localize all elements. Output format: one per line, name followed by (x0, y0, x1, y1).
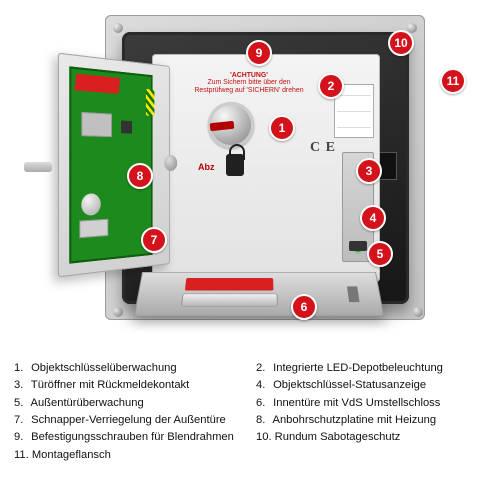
legend-item-number: 1. (14, 360, 28, 377)
legend-item-10: 10. Rundum Sabotageschutz (256, 429, 486, 446)
legend-item-6: 6. Innentüre mit VdS Umstellschloss (256, 395, 486, 412)
legend-item-8: 8. Anbohrschutzplatine mit Heizung (256, 412, 486, 429)
callout-badge-3: 3 (356, 158, 382, 184)
legend-item-4: 4. Objektschlüssel-Statusanzeige (256, 377, 486, 394)
abz-label: Abz (198, 162, 215, 172)
key-switch-icon (208, 102, 254, 148)
legend-item-text: Objektschlüssel-Statusanzeige (270, 379, 426, 391)
legend-item-text: Rundum Sabotageschutz (272, 431, 401, 443)
callout-badge-5: 5 (367, 241, 393, 267)
key-holder-icon (181, 293, 278, 306)
legend-item-number: 3. (14, 377, 28, 394)
legend-item-number: 2. (256, 360, 270, 377)
legend-item-text: Türöffner mit Rückmeldekontakt (28, 379, 189, 391)
legend-item-text: Befestigungsschrauben für Blendrahmen (28, 431, 234, 443)
legend-item-number: 11. (14, 447, 29, 464)
legend-item-number: 7. (14, 412, 28, 429)
callout-badge-8: 8 (127, 163, 153, 189)
callout-badge-4: 4 (360, 205, 386, 231)
chip-icon (121, 121, 132, 134)
callout-badge-9: 9 (246, 40, 272, 66)
warning-body: Zum Sichern bitte über den Restprüfweg a… (194, 79, 303, 94)
legend-item-text: Montageflansch (29, 449, 111, 461)
ce-mark: C E (310, 140, 336, 156)
legend-item-number: 4. (256, 377, 270, 394)
key-tray (134, 272, 384, 316)
padlock-icon (226, 154, 244, 176)
callout-badge-2: 2 (318, 73, 344, 99)
hinge-icon (164, 155, 177, 171)
legend-item-11: 11. Montageflansch (14, 447, 244, 464)
legend-item-7: 7. Schnapper-Verriegelung der Außentüre (14, 412, 244, 429)
legend-item-number: 6. (256, 395, 270, 412)
legend: 1. Objektschlüsselüberwachung 2. Integrie… (14, 360, 486, 464)
warning-title: 'ACHTUNG' (230, 72, 268, 79)
connector-icon (349, 241, 367, 251)
callout-badge-1: 1 (269, 115, 295, 141)
product-illustration: 'ACHTUNG' Zum Sichern bitte über den Res… (60, 10, 440, 345)
legend-item-text: Anbohrschutzplatine mit Heizung (270, 414, 436, 426)
legend-item-text: Integrierte LED-Depotbeleuchtung (270, 362, 443, 374)
legend-item-number: 5. (14, 395, 28, 412)
legend-item-number: 8. (256, 412, 270, 429)
legend-item-9: 9. Befestigungsschrauben für Blendrahmen (14, 429, 244, 446)
flange-screw-icon (113, 307, 123, 317)
tray-slot-icon (347, 286, 360, 302)
legend-item-2: 2. Integrierte LED-Depotbeleuchtung (256, 360, 486, 377)
legend-item-3: 3. Türöffner mit Rückmeldekontakt (14, 377, 244, 394)
legend-item-text: Schnapper-Verriegelung der Außentüre (28, 414, 226, 426)
legend-item-text: Außentürüberwachung (28, 397, 144, 409)
legend-item-text: Objektschlüsselüberwachung (28, 362, 177, 374)
legend-item-number: 10. (256, 429, 272, 446)
callout-badge-7: 7 (141, 227, 167, 253)
inner-compartment: 'ACHTUNG' Zum Sichern bitte über den Res… (152, 54, 380, 282)
red-strip-icon (185, 278, 274, 291)
warning-label: 'ACHTUNG' Zum Sichern bitte über den Res… (190, 64, 308, 94)
flange-screw-icon (413, 307, 423, 317)
relay-icon (81, 112, 112, 137)
canvas: 'ACHTUNG' Zum Sichern bitte über den Res… (0, 0, 500, 500)
callout-badge-10: 10 (388, 30, 414, 56)
door-axle-icon (24, 162, 52, 172)
terminal-icon (79, 219, 108, 239)
legend-item-number: 9. (14, 429, 28, 446)
callout-badge-11: 11 (440, 68, 466, 94)
legend-item-5: 5. Außentürüberwachung (14, 395, 244, 412)
legend-item-text: Innentüre mit VdS Umstellschloss (270, 397, 440, 409)
legend-item-1: 1. Objektschlüsselüberwachung (14, 360, 244, 377)
latch-knob-icon (81, 193, 100, 216)
red-seal-icon (74, 74, 120, 94)
callout-badge-6: 6 (291, 294, 317, 320)
ground-wire-icon (146, 89, 154, 116)
